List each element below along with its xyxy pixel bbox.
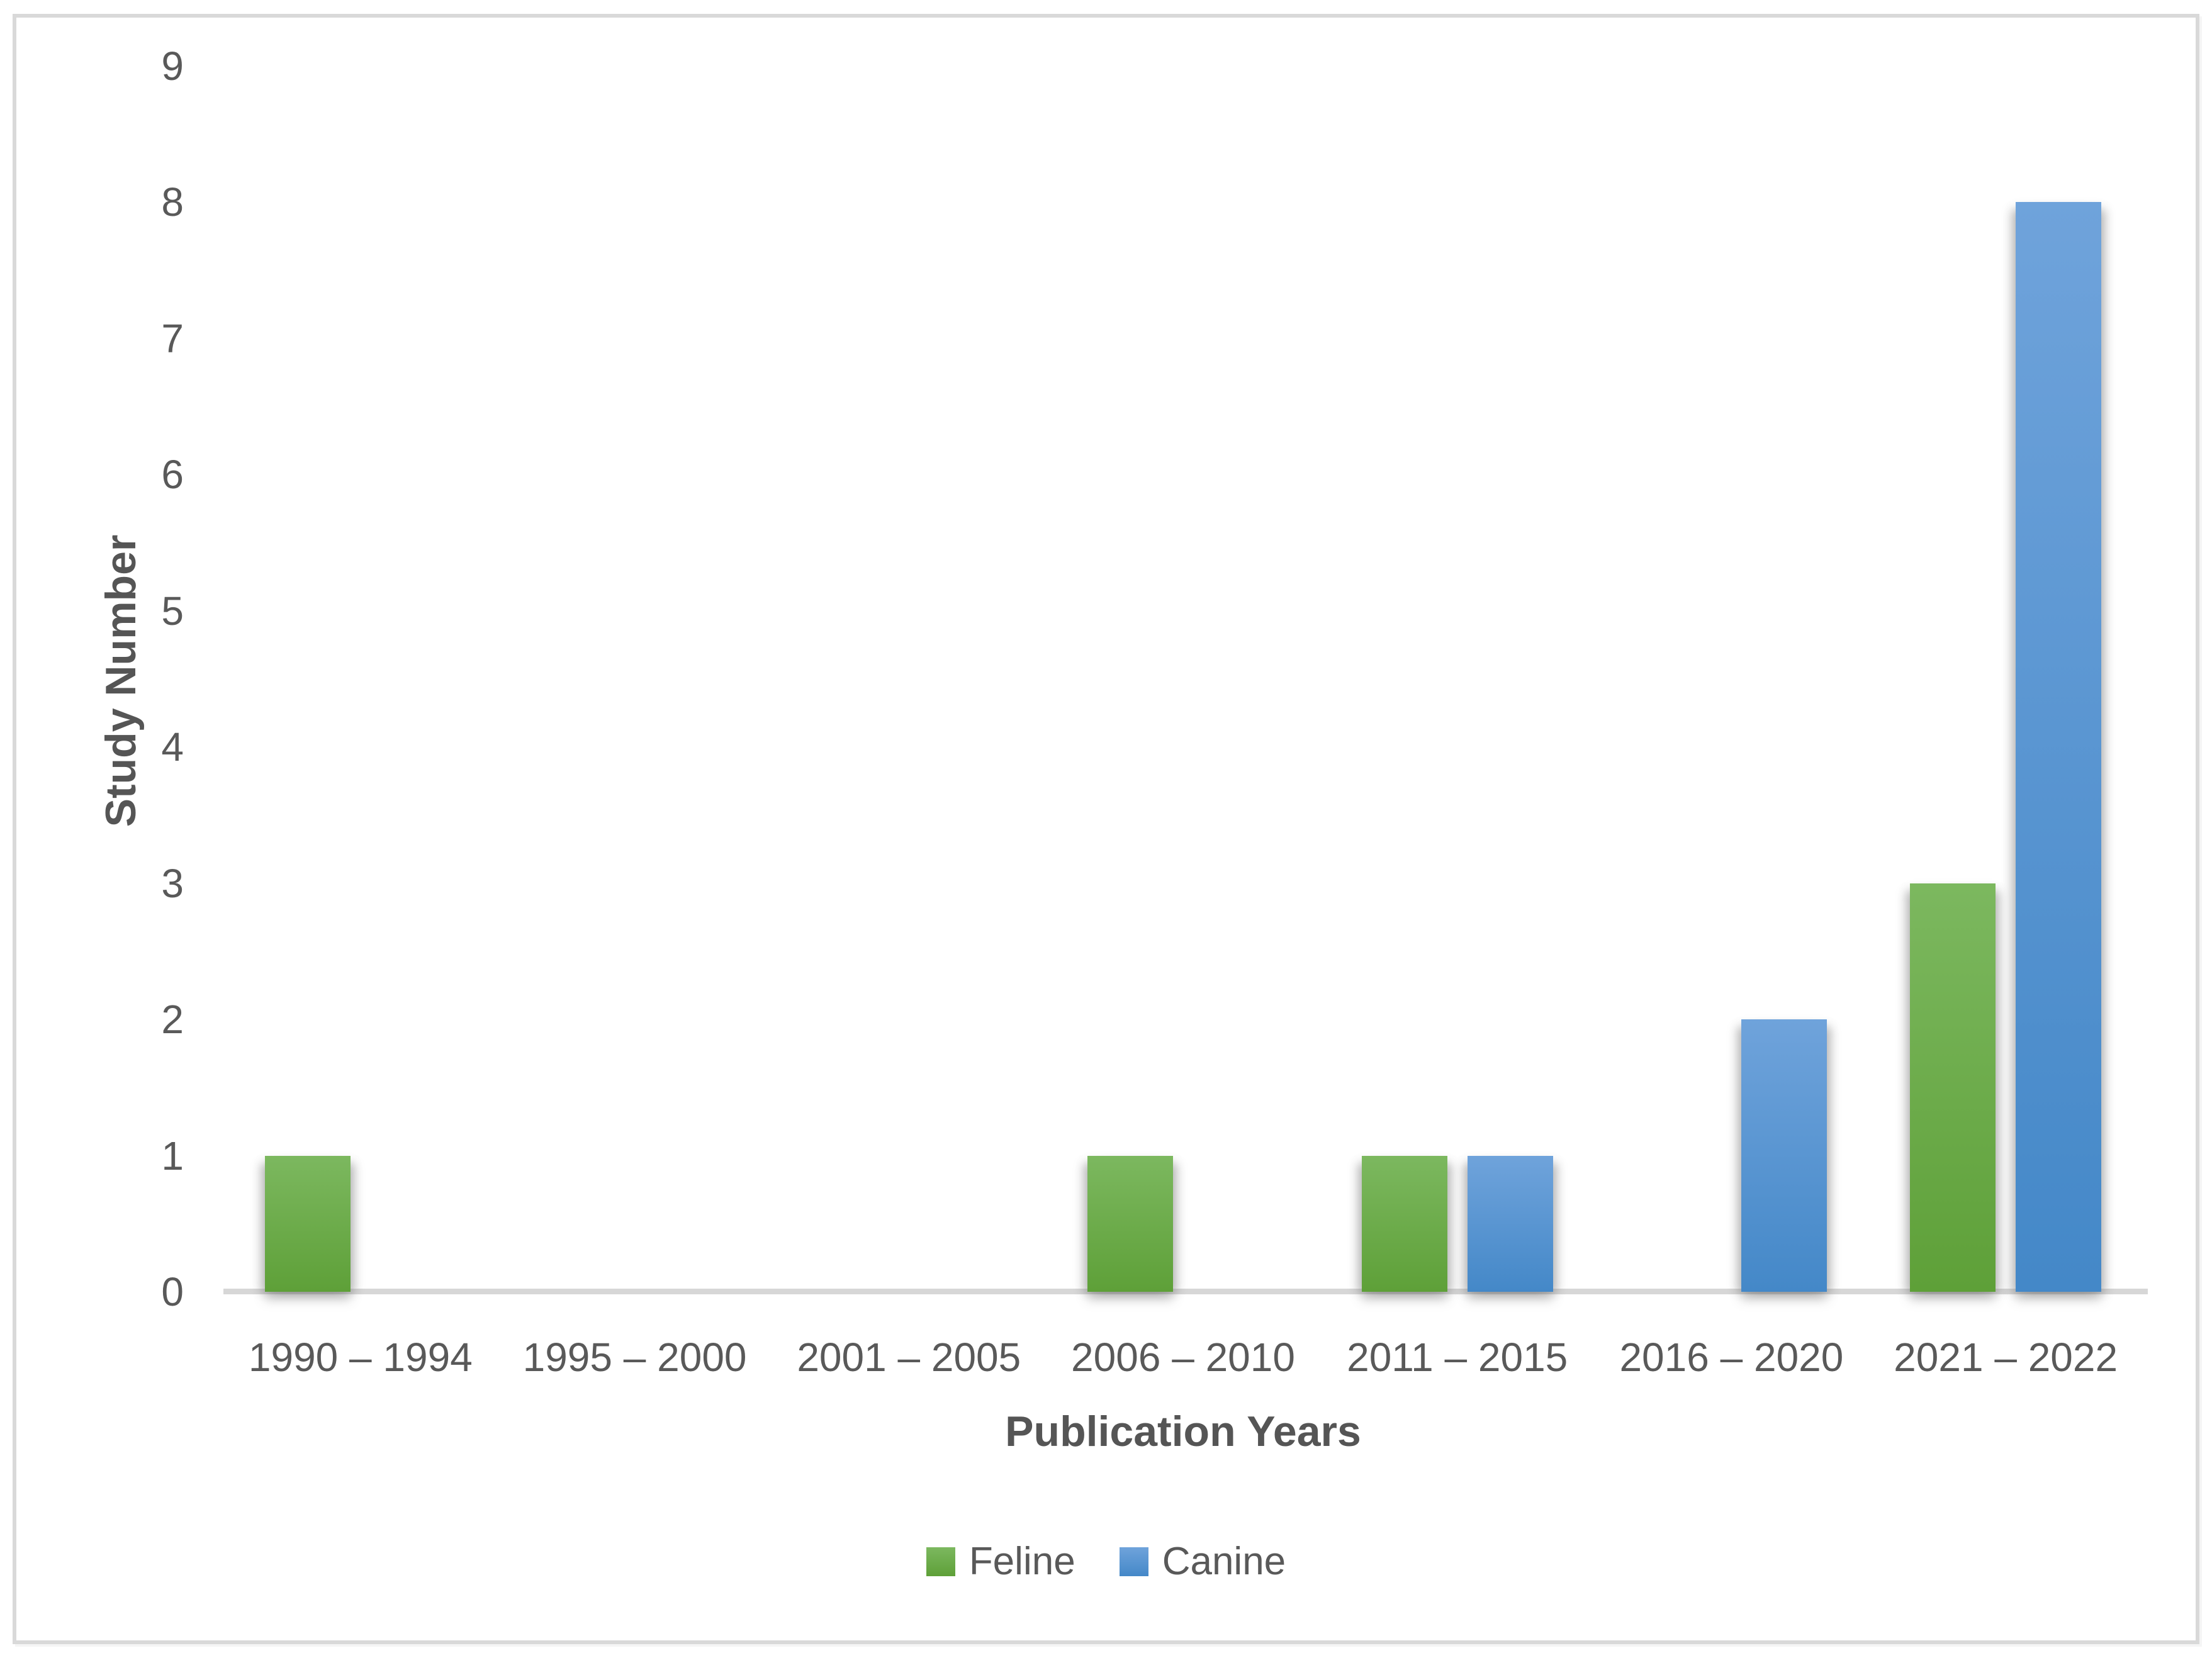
bar-canine-5 (1467, 1155, 1553, 1292)
canine-swatch-icon (1119, 1547, 1148, 1576)
y-axis-tick-label: 0 (161, 1269, 184, 1314)
y-axis-tick-label: 9 (161, 43, 184, 89)
x-axis-tick-label: 2021 – 2022 (1894, 1335, 2118, 1380)
bar-canine-7 (2016, 202, 2102, 1292)
y-axis-tick-label: 5 (161, 588, 184, 634)
x-axis-tick-label: 2011 – 2015 (1347, 1335, 1568, 1380)
x-axis-title: Publication Years (1005, 1408, 1361, 1455)
feline-swatch-icon (926, 1547, 955, 1576)
y-axis-tick-label: 8 (161, 179, 184, 225)
plot-area (223, 66, 2143, 1292)
x-axis-tick-label: 1995 – 2000 (522, 1335, 747, 1380)
y-axis-title: Study Number (97, 534, 145, 827)
x-axis-line (223, 1289, 2148, 1294)
bar-feline-7 (1910, 883, 1996, 1292)
legend-label-feline: Feline (968, 1540, 1075, 1583)
y-axis-tick-label: 3 (161, 860, 184, 906)
legend-item-canine: Canine (1119, 1539, 1286, 1584)
legend-label-canine: Canine (1162, 1540, 1286, 1583)
y-axis-tick-label: 2 (161, 997, 184, 1043)
y-axis-tick-label: 7 (161, 315, 184, 361)
x-axis-tick-label: 2001 – 2005 (797, 1335, 1021, 1380)
bar-feline-5 (1361, 1155, 1447, 1292)
bar-feline-1 (264, 1155, 351, 1292)
legend: Feline Canine (0, 1539, 2212, 1584)
y-axis-tick-label: 4 (161, 724, 184, 770)
x-axis-tick-label: 2006 – 2010 (1071, 1335, 1295, 1380)
bar-canine-6 (1741, 1019, 1827, 1292)
x-axis-tick-label: 2016 – 2020 (1619, 1335, 1844, 1380)
x-axis-tick-label: 1990 – 1994 (248, 1335, 473, 1380)
y-axis-tick-label: 1 (161, 1133, 184, 1179)
legend-item-feline: Feline (926, 1539, 1075, 1584)
y-axis-tick-label: 6 (161, 452, 184, 498)
bar-feline-4 (1087, 1155, 1173, 1292)
